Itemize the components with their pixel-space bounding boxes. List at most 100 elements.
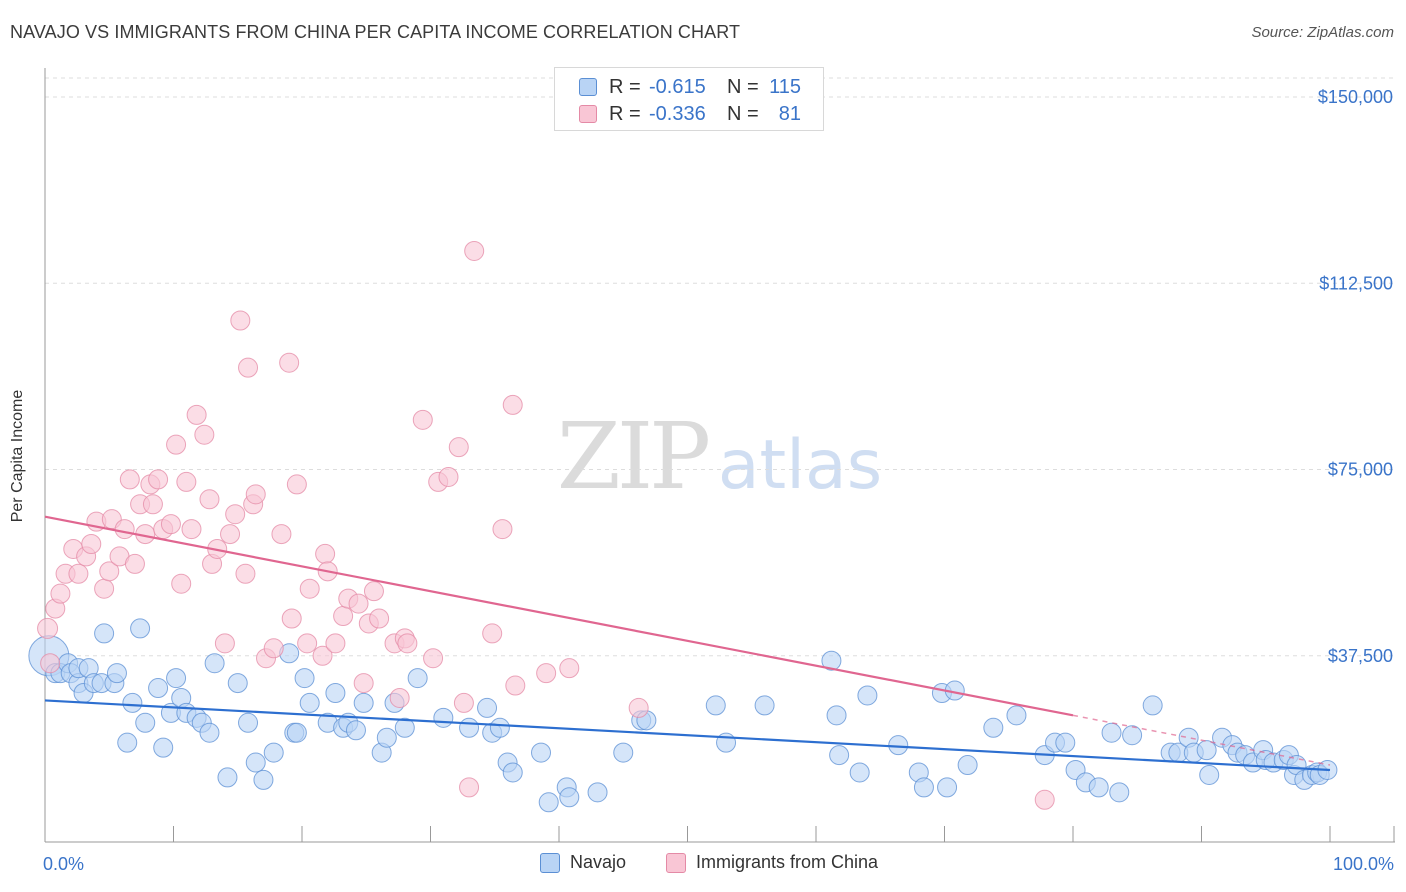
- china-point: [459, 777, 480, 798]
- legend-swatch-china: [579, 105, 597, 123]
- navajo-point: [1122, 725, 1143, 746]
- navajo-point: [502, 762, 523, 783]
- china-point: [1034, 789, 1055, 810]
- navajo-point: [531, 742, 552, 763]
- legend-r-label: R =: [609, 102, 641, 125]
- china-point: [176, 471, 197, 492]
- navajo-point: [829, 745, 850, 766]
- china-point: [194, 424, 215, 445]
- navajo-point: [130, 618, 151, 639]
- y-tick-label: $150,000: [1318, 87, 1393, 107]
- china-point: [505, 675, 526, 696]
- china-point: [536, 663, 557, 684]
- navajo-point: [477, 697, 498, 718]
- navajo-point: [587, 782, 608, 803]
- china-point: [559, 658, 580, 679]
- navajo-point: [299, 692, 320, 713]
- navajo-point: [238, 712, 259, 733]
- navajo-point: [94, 623, 115, 644]
- china-point: [238, 357, 259, 378]
- watermark-atlas: atlas: [718, 426, 882, 505]
- china-point: [171, 573, 192, 594]
- source-label: Source: ZipAtlas.com: [1251, 24, 1394, 41]
- navajo-point: [1109, 782, 1130, 803]
- legend-row-china: R = -0.336 N = 81: [579, 102, 801, 126]
- navajo-point: [353, 692, 374, 713]
- china-point: [353, 673, 374, 694]
- legend-swatch-navajo: [579, 78, 597, 96]
- china-point: [448, 437, 469, 458]
- china-trend-line: [44, 515, 1074, 717]
- china-point: [142, 494, 163, 515]
- china-point: [389, 687, 410, 708]
- legend-n-value: 81: [778, 102, 801, 125]
- navajo-point: [122, 692, 143, 713]
- china-point: [628, 697, 649, 718]
- china-point: [281, 608, 302, 629]
- china-point: [166, 434, 187, 455]
- china-point: [299, 578, 320, 599]
- navajo-point: [1199, 764, 1220, 785]
- china-point: [286, 474, 307, 495]
- navajo-point: [153, 737, 174, 758]
- navajo-point: [263, 742, 284, 763]
- navajo-point: [459, 717, 480, 738]
- navajo-point: [888, 735, 909, 756]
- china-point: [160, 514, 181, 535]
- bottom-legend-swatch-navajo: [540, 852, 560, 873]
- navajo-point: [217, 767, 238, 788]
- china-point: [114, 519, 135, 540]
- china-point: [348, 593, 369, 614]
- navajo-trend-line: [44, 699, 1331, 772]
- navajo-point: [957, 755, 978, 776]
- navajo-point: [983, 717, 1004, 738]
- bottom-legend-label-navajo: Navajo: [570, 852, 627, 872]
- china-point: [279, 352, 300, 373]
- china-point: [37, 617, 59, 639]
- china-point: [263, 638, 284, 659]
- china-point: [325, 633, 346, 654]
- china-point: [363, 581, 384, 602]
- navajo-point: [345, 720, 366, 741]
- china-point: [230, 310, 251, 331]
- bottom-legend-china: Immigrants from China: [666, 852, 878, 873]
- navajo-point: [1055, 732, 1076, 753]
- legend-row-navajo: R = -0.615 N = 115: [579, 75, 801, 99]
- china-point: [124, 553, 145, 574]
- navajo-point: [325, 683, 346, 703]
- navajo-point: [1142, 695, 1163, 716]
- china-point: [333, 606, 354, 627]
- bottom-legend-navajo: Navajo: [540, 852, 626, 873]
- watermark-zip: ZIP: [557, 403, 708, 510]
- china-point: [312, 645, 333, 666]
- navajo-point: [148, 678, 169, 699]
- legend-n-value: 115: [769, 75, 801, 98]
- china-point: [315, 543, 336, 564]
- china-point: [94, 578, 115, 599]
- navajo-point: [286, 722, 307, 743]
- navajo-point: [826, 705, 847, 726]
- y-tick-label: $75,000: [1328, 460, 1393, 480]
- bottom-legend-swatch-china: [666, 852, 686, 873]
- legend-r-value: -0.615: [649, 75, 706, 98]
- navajo-point: [489, 717, 510, 738]
- navajo-point: [106, 663, 127, 684]
- china-point: [271, 524, 292, 545]
- navajo-point: [705, 695, 726, 716]
- bottom-legend-label-china: Immigrants from China: [696, 852, 879, 872]
- navajo-point: [376, 727, 397, 748]
- china-point: [119, 469, 140, 490]
- navajo-point: [294, 668, 315, 689]
- navajo-point: [849, 762, 870, 783]
- china-point: [423, 648, 444, 669]
- navajo-point: [754, 695, 775, 716]
- china-point: [464, 240, 485, 261]
- china-point: [235, 563, 256, 584]
- navajo-point: [1006, 705, 1027, 726]
- china-point: [482, 623, 503, 644]
- x-tick-label: 0.0%: [43, 854, 84, 874]
- navajo-point: [433, 707, 454, 728]
- navajo-point: [227, 673, 248, 694]
- navajo-point: [204, 653, 225, 674]
- navajo-point: [117, 732, 138, 753]
